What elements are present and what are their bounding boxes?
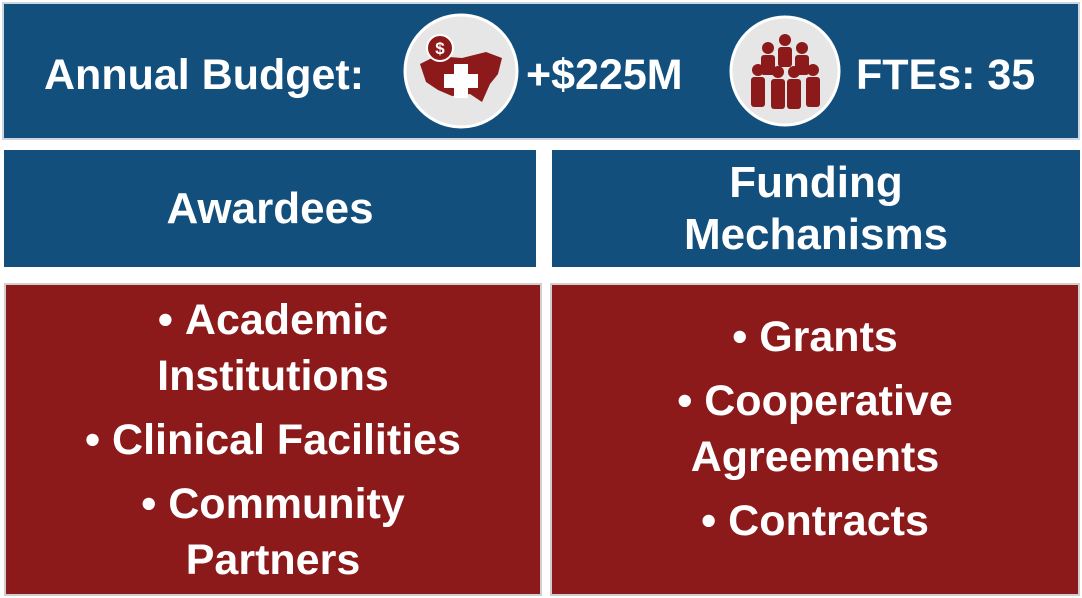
fte-count: FTEs: 35 <box>856 51 1036 99</box>
budget-banner: Annual Budget: $ +$225M FTEs: 35 <box>2 2 1080 140</box>
item-list: Grants Cooperative Agreements Contracts <box>655 305 975 553</box>
list-item: Cooperative Agreements <box>655 373 975 485</box>
list-item: Contracts <box>701 493 929 549</box>
list-item: Grants <box>732 309 898 365</box>
list-item: Clinical Facilities <box>85 412 461 468</box>
column-heading: Funding Mechanisms <box>552 150 1080 267</box>
heading-text: Awardees <box>166 183 374 233</box>
item-list: Academic Institutions Clinical Facilitie… <box>85 288 461 592</box>
list-item: Academic Institutions <box>108 292 438 404</box>
fte-icon <box>729 15 841 127</box>
budget-icon: $ <box>403 13 519 129</box>
budget-value: +$225M <box>526 51 683 99</box>
list-item: Community Partners <box>108 476 438 588</box>
item-panel: Grants Cooperative Agreements Contracts <box>550 283 1080 596</box>
svg-text:$: $ <box>435 39 445 58</box>
budget-label: Annual Budget: <box>44 51 365 99</box>
item-panel: Academic Institutions Clinical Facilitie… <box>4 283 542 596</box>
column-heading: Awardees <box>4 150 536 267</box>
heading-text: Funding Mechanisms <box>683 157 949 259</box>
